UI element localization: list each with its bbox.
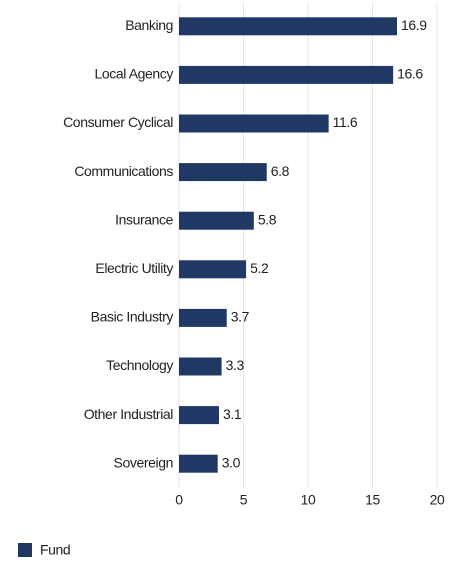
y-tick-label: Consumer Cyclical: [63, 114, 173, 130]
value-label: 5.8: [258, 211, 277, 227]
value-label: 5.2: [250, 260, 269, 276]
bar: [179, 406, 219, 425]
value-label: 3.0: [222, 454, 241, 470]
x-tick-label: 15: [365, 492, 380, 508]
value-label: 3.1: [223, 406, 242, 422]
bar: [179, 357, 222, 376]
bar: [179, 114, 329, 133]
x-tick-label: 5: [240, 492, 248, 508]
value-label: 16.9: [401, 17, 427, 33]
y-tick-label: Electric Utility: [95, 260, 173, 276]
y-tick-label: Banking: [125, 17, 173, 33]
value-label: 16.6: [397, 66, 423, 82]
x-tick-label: 10: [301, 492, 316, 508]
x-tick-label: 0: [175, 492, 183, 508]
bar: [179, 17, 398, 36]
y-tick-label: Technology: [106, 357, 173, 373]
y-tick-label: Insurance: [115, 211, 173, 227]
legend-label: Fund: [40, 542, 70, 558]
y-tick-label: Local Agency: [95, 66, 174, 82]
x-tick-label: 20: [430, 492, 445, 508]
bar: [179, 454, 218, 473]
y-tick-label: Communications: [74, 163, 173, 179]
bar: [179, 65, 394, 84]
bar: [179, 163, 267, 182]
value-label: 3.7: [231, 309, 250, 325]
legend-swatch: [18, 543, 32, 557]
value-label: 6.8: [271, 163, 290, 179]
y-tick-label: Other Industrial: [84, 406, 174, 422]
value-label: 3.3: [226, 357, 245, 373]
bar: [179, 308, 227, 327]
bar: [179, 211, 254, 230]
value-label: 11.6: [333, 114, 358, 130]
y-tick-label: Basic Industry: [91, 309, 174, 325]
y-tick-label: Sovereign: [114, 454, 173, 470]
bar: [179, 260, 247, 279]
